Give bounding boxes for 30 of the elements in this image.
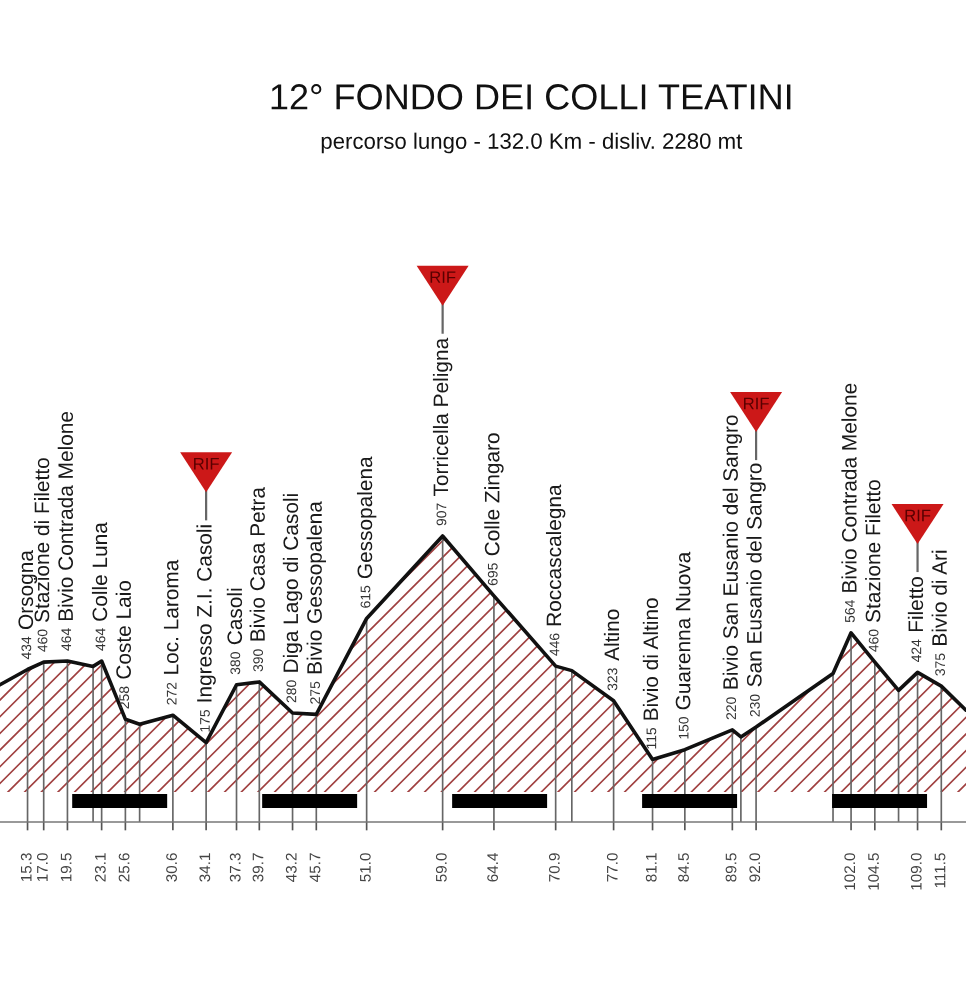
ref-line-label: Colle Luna	[91, 522, 108, 621]
ref-line-label: Diga Lago di Casoli	[282, 494, 303, 672]
ref-line-label: Loc. Laroma	[163, 559, 179, 674]
ref-line-label: San Eusanio del Sangro	[746, 463, 766, 687]
ref-line-label: Stazione di Filetto	[33, 458, 50, 622]
ref-line-label: RIF	[905, 509, 931, 522]
ref-line-label: RIF	[744, 397, 769, 410]
ref-line-label: Colle Zingaro	[484, 433, 504, 556]
ref-line-label: Filetto	[907, 576, 924, 632]
ref-line-label: Bivio Contrada Melone	[57, 411, 74, 621]
ref-line-label: Bivio di Altino	[642, 598, 659, 720]
ref-line-label: Roccascalegna	[545, 484, 566, 626]
ref-line-label: RIF	[194, 458, 219, 470]
chart-subtitle: percorso lungo - 132.0 Km - disliv. 2280 mt	[321, 132, 743, 154]
ref-line-label: Orsogna	[18, 550, 38, 630]
ref-line-label: Guarenna Nuova	[675, 551, 691, 710]
ref-line-label: Altino	[603, 609, 620, 661]
ref-line-label: Stazione Filetto	[865, 480, 881, 622]
ref-line-label: Bivio Gessopalena	[306, 501, 327, 674]
ref-line-label: Gessopalena	[356, 456, 377, 579]
ref-line-label: Bivio San Eusanio del Sangro	[722, 415, 743, 689]
ref-line-label: RIF	[430, 271, 456, 283]
ref-line-label: Coste Laio	[115, 580, 131, 679]
ref-line-label: Casoli	[226, 588, 243, 645]
ref-line-label: Torricella Peligna	[432, 337, 453, 497]
ref-line-label: Bivio Casa Petra	[249, 487, 265, 641]
ref-line-label: Bivio Contrada Melone	[841, 383, 857, 592]
ref-line-label: Ingresso Z.I. Casoli	[196, 525, 216, 702]
ref-line-label: Bivio di Ari	[931, 550, 947, 645]
chart-title: 12° FONDO DEI COLLI TEATINI	[271, 84, 791, 110]
